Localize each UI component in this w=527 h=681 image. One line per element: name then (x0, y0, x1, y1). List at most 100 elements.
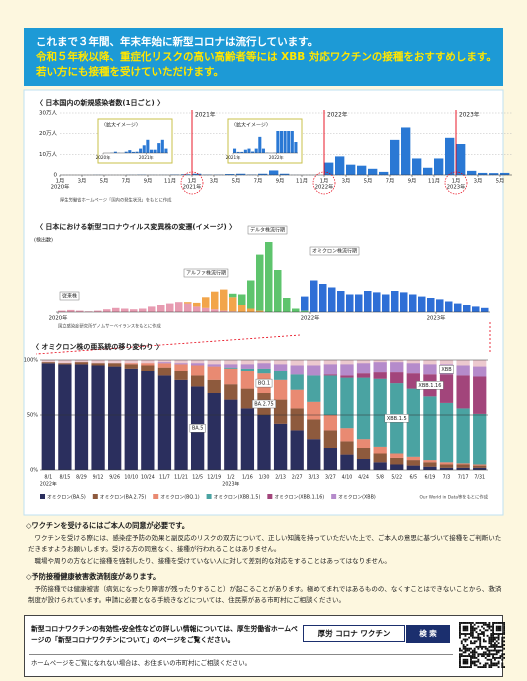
marker-label: 2022年 (327, 111, 348, 119)
bar-segment (406, 456, 420, 461)
qr-module (473, 662, 476, 665)
qr-module (503, 627, 505, 630)
qr-module (501, 649, 504, 652)
qr-module (479, 666, 482, 668)
qr-module (495, 651, 498, 654)
qr-module (462, 658, 465, 661)
bar-segment (157, 363, 172, 368)
qr-module (464, 634, 467, 637)
x-tick-label: 5月 (496, 178, 505, 185)
x-tick-label: 7月 (386, 178, 395, 185)
bar (478, 172, 488, 175)
qr-module (464, 649, 467, 652)
qr-module (501, 636, 504, 639)
bar-segment (340, 428, 354, 442)
bar-segment (224, 384, 238, 400)
qr-module (462, 666, 465, 668)
qr-module (482, 638, 485, 641)
qr-module (486, 623, 489, 626)
qr-module (470, 655, 472, 658)
qr-module (492, 644, 495, 646)
bar (335, 156, 345, 175)
qr-module (492, 623, 495, 626)
qr-module (492, 625, 495, 628)
qr-module (490, 642, 493, 645)
bar-segment (274, 270, 282, 312)
bar-segment (157, 305, 165, 312)
qr-module (497, 633, 500, 635)
variant-label: アルファ株流行期 (186, 270, 226, 277)
x-tick-label: 5月 (100, 178, 109, 185)
bar-segment (184, 302, 192, 304)
bar-segment (473, 366, 487, 377)
bar-segment (301, 310, 309, 312)
qr-module (477, 638, 480, 641)
segment-label: XBB (441, 367, 452, 373)
qr-module (477, 655, 480, 658)
inset-tick-label: 2021年 (139, 154, 154, 161)
qr-module (501, 622, 504, 624)
qr-module (475, 651, 478, 654)
qr-module (459, 629, 461, 632)
qr-module (473, 651, 476, 654)
qr-module (490, 640, 493, 643)
qr-module (497, 666, 500, 668)
qr-module (473, 647, 476, 650)
source-note: 厚生労働省ホームページ「国内の発生状況」をもとに作成 (60, 197, 172, 204)
qr-module (482, 634, 485, 637)
bar-segment (91, 365, 105, 470)
qr-module (460, 633, 463, 635)
bar-segment (423, 364, 437, 375)
inset-bar (258, 136, 262, 153)
bar-segment (273, 371, 288, 380)
qr-module (488, 638, 491, 641)
qr-module (466, 666, 469, 668)
x-tick-label: 9月 (408, 178, 417, 185)
legend-swatch (267, 494, 273, 499)
qr-module (490, 645, 493, 648)
bar-segment (207, 366, 221, 380)
bar (500, 172, 510, 175)
qr-module (481, 666, 483, 668)
qr-module (475, 627, 478, 630)
qr-module (490, 625, 493, 628)
qr-module (464, 622, 467, 624)
search-button[interactable]: 検 索 (406, 625, 450, 643)
qr-module (459, 655, 461, 658)
qr-module (460, 666, 463, 668)
qr-module (493, 664, 496, 667)
bar-segment (346, 294, 354, 312)
x-tick-label: 4/10 (342, 475, 353, 481)
bar-segment (193, 306, 201, 312)
bar-segment (58, 310, 66, 312)
qr-code[interactable] (459, 622, 505, 668)
qr-module (482, 633, 485, 635)
qr-module (503, 666, 505, 668)
qr-module (471, 633, 474, 635)
qr-module (488, 622, 491, 624)
x-tick-label: 11/7 (159, 475, 170, 481)
bar-segment (456, 463, 470, 465)
variant-label-box (183, 268, 229, 278)
bar-segment (423, 462, 437, 467)
bar-segment (391, 291, 399, 312)
search-term[interactable]: 厚労 コロナ ワクチン (303, 625, 405, 642)
variant-label-box (59, 291, 80, 301)
qr-module (468, 649, 471, 652)
qr-module (488, 658, 491, 661)
qr-module (479, 645, 482, 648)
x-tick-label: 1/2 (227, 475, 235, 481)
bar-segment (373, 372, 387, 379)
qr-module (481, 631, 483, 634)
bar-segment (124, 368, 138, 470)
qr-module (462, 627, 465, 630)
bar-segment (373, 453, 387, 463)
inset-bar (261, 148, 265, 153)
qr-module (459, 666, 461, 668)
qr-module (470, 623, 472, 626)
qr-module (471, 636, 474, 639)
bar-segment (473, 467, 487, 470)
bar-segment (265, 242, 273, 312)
qr-module (471, 662, 474, 665)
